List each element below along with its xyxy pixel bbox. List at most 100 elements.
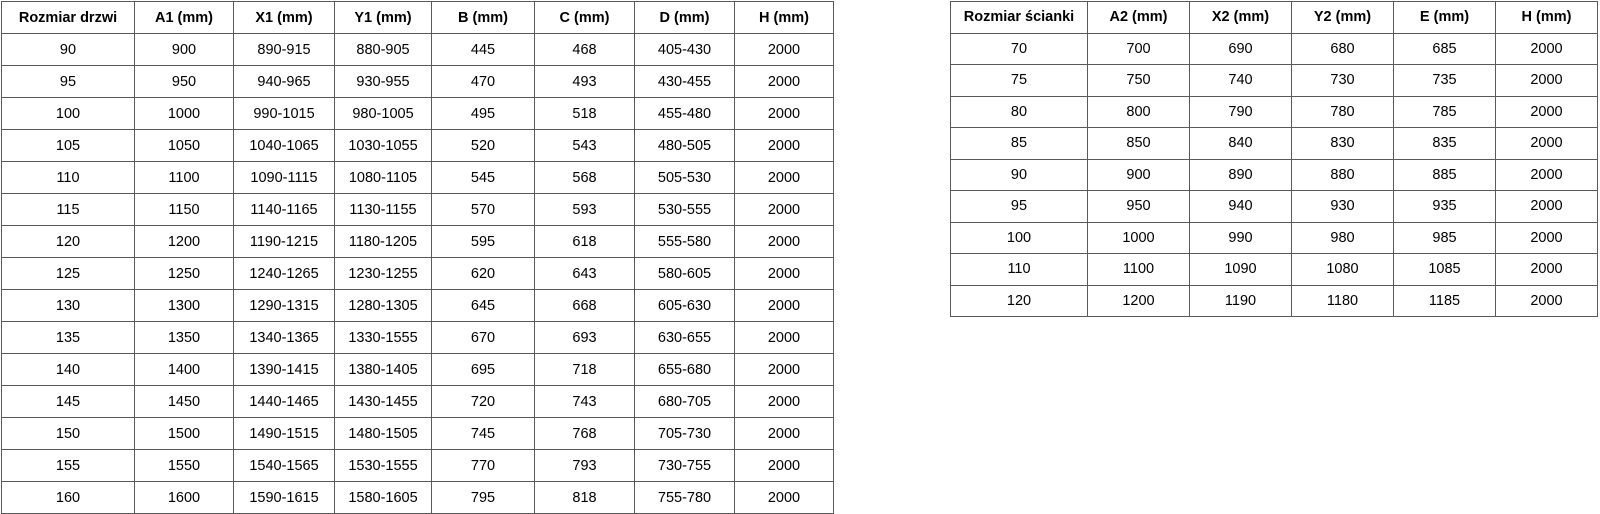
column-header: A2 (mm) xyxy=(1087,1,1190,34)
table-cell: 75 xyxy=(950,64,1088,97)
table-cell: 930 xyxy=(1291,190,1394,223)
column-header: A1 (mm) xyxy=(134,1,234,34)
table-cell: 150 xyxy=(1,417,135,450)
table-cell: 695 xyxy=(431,353,535,386)
table-cell: 110 xyxy=(1,161,135,194)
table-cell: 2000 xyxy=(734,65,834,98)
table-cell: 1040-1065 xyxy=(233,129,335,162)
table-cell: 480-505 xyxy=(634,129,735,162)
table-cell: 718 xyxy=(534,353,635,386)
table-cell: 643 xyxy=(534,257,635,290)
table-cell: 145 xyxy=(1,385,135,418)
table-cell: 2000 xyxy=(734,289,834,322)
table-cell: 1380-1405 xyxy=(334,353,432,386)
table-cell: 700 xyxy=(1087,32,1190,65)
table-cell: 618 xyxy=(534,225,635,258)
table-row: 70 700 690 680 685 2000 xyxy=(950,32,1598,65)
table-cell: 1190-1215 xyxy=(233,225,335,258)
table-cell: 940 xyxy=(1189,190,1292,223)
table-cell: 430-455 xyxy=(634,65,735,98)
table-cell: 990-1015 xyxy=(233,97,335,130)
table-cell: 405-430 xyxy=(634,33,735,66)
table-cell: 818 xyxy=(534,481,635,514)
table-cell: 2000 xyxy=(1495,221,1598,254)
table-row: 110 1100 1090 1080 1085 2000 xyxy=(950,253,1598,286)
table-cell: 120 xyxy=(1,225,135,258)
wall-dimensions-table: Rozmiar ścianki A2 (mm) X2 (mm) Y2 (mm) E (m… xyxy=(950,1,1598,317)
table-cell: 555-580 xyxy=(634,225,735,258)
table-cell: 670 xyxy=(431,321,535,354)
table-cell: 1200 xyxy=(1087,284,1190,317)
table-cell: 668 xyxy=(534,289,635,322)
table-cell: 790 xyxy=(1189,95,1292,128)
table-cell: 1190 xyxy=(1189,284,1292,317)
table-cell: 730 xyxy=(1291,64,1394,97)
table-cell: 2000 xyxy=(734,257,834,290)
table-cell: 1280-1305 xyxy=(334,289,432,322)
table-cell: 1480-1505 xyxy=(334,417,432,450)
table-cell: 880 xyxy=(1291,158,1394,191)
table-cell: 768 xyxy=(534,417,635,450)
table-cell: 1030-1055 xyxy=(334,129,432,162)
table-cell: 2000 xyxy=(1495,158,1598,191)
table-row: 125 1250 1240-1265 1230-1255 620 643 580-605 20… xyxy=(1,257,834,290)
table-cell: 1300 xyxy=(134,289,234,322)
table-row: 95 950 940-965 930-955 470 493 430-455 2000 xyxy=(1,65,834,98)
table-cell: 780 xyxy=(1291,95,1394,128)
table-row: 95 950 940 930 935 2000 xyxy=(950,190,1598,223)
header-row: Rozmiar drzwi A1 (mm) X1 (mm) Y1 (mm) B (mm)… xyxy=(1,1,834,34)
table-row: 85 850 840 830 835 2000 xyxy=(950,127,1598,160)
table-cell: 1500 xyxy=(134,417,234,450)
table-cell: 160 xyxy=(1,481,135,514)
table-cell: 120 xyxy=(950,284,1088,317)
table-cell: 690 xyxy=(1189,32,1292,65)
table-row: 80 800 790 780 785 2000 xyxy=(950,95,1598,128)
column-header: B (mm) xyxy=(431,1,535,34)
column-header: C (mm) xyxy=(534,1,635,34)
table-cell: 135 xyxy=(1,321,135,354)
table-cell: 743 xyxy=(534,385,635,418)
table-cell: 630-655 xyxy=(634,321,735,354)
table-cell: 800 xyxy=(1087,95,1190,128)
table-cell: 1090-1115 xyxy=(233,161,335,194)
table-cell: 1150 xyxy=(134,193,234,226)
table-cell: 2000 xyxy=(734,321,834,354)
table-cell: 840 xyxy=(1189,127,1292,160)
table-cell: 1250 xyxy=(134,257,234,290)
table-cell: 545 xyxy=(431,161,535,194)
column-header: Rozmiar ścianki xyxy=(950,1,1088,34)
table-cell: 130 xyxy=(1,289,135,322)
table-cell: 2000 xyxy=(1495,127,1598,160)
table-cell: 2000 xyxy=(734,417,834,450)
table-cell: 1180 xyxy=(1291,284,1394,317)
table-cell: 95 xyxy=(950,190,1088,223)
table-cell: 890-915 xyxy=(233,33,335,66)
table-cell: 793 xyxy=(534,449,635,482)
column-header: H (mm) xyxy=(734,1,834,34)
table-cell: 1490-1515 xyxy=(233,417,335,450)
table-cell: 835 xyxy=(1393,127,1496,160)
table-cell: 2000 xyxy=(734,353,834,386)
table-row: 150 1500 1490-1515 1480-1505 745 768 705-730 20… xyxy=(1,417,834,450)
table-cell: 100 xyxy=(950,221,1088,254)
table-cell: 2000 xyxy=(734,33,834,66)
table-cell: 940-965 xyxy=(233,65,335,98)
table-cell: 2000 xyxy=(1495,190,1598,223)
table-cell: 1580-1605 xyxy=(334,481,432,514)
table-row: 140 1400 1390-1415 1380-1405 695 718 655-680 20… xyxy=(1,353,834,386)
table-row: 90 900 890-915 880-905 445 468 405-430 2000 xyxy=(1,33,834,66)
table-cell: 570 xyxy=(431,193,535,226)
table-cell: 1400 xyxy=(134,353,234,386)
table-row: 145 1450 1440-1465 1430-1455 720 743 680-705 20… xyxy=(1,385,834,418)
table-cell: 493 xyxy=(534,65,635,98)
table-cell: 1430-1455 xyxy=(334,385,432,418)
table-cell: 2000 xyxy=(1495,95,1598,128)
table-cell: 900 xyxy=(1087,158,1190,191)
table-cell: 735 xyxy=(1393,64,1496,97)
table-cell: 140 xyxy=(1,353,135,386)
table-cell: 1450 xyxy=(134,385,234,418)
table-cell: 2000 xyxy=(734,97,834,130)
table-cell: 1290-1315 xyxy=(233,289,335,322)
column-header: Y2 (mm) xyxy=(1291,1,1394,34)
table-row: 105 1050 1040-1065 1030-1055 520 543 480-505 20… xyxy=(1,129,834,162)
